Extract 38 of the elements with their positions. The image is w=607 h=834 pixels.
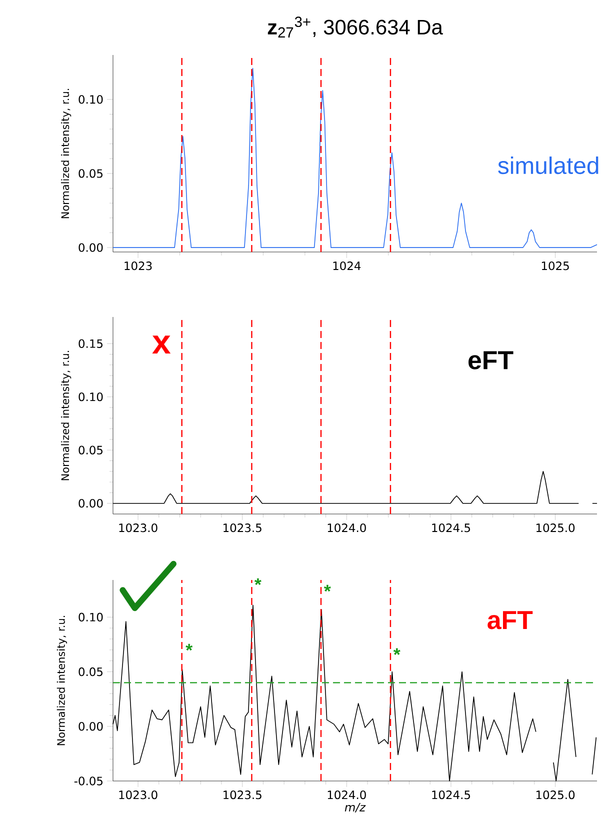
y-tick-label: 0.00	[78, 722, 103, 731]
annotation: *	[254, 578, 262, 586]
y-tick-label: 0.05	[78, 667, 102, 676]
annotation: x	[152, 336, 171, 354]
y-axis-title: Normalized intensity, r.u.	[61, 88, 72, 218]
x-tick-label: 1023.5	[224, 790, 262, 800]
x-tick-label: 1025.0	[536, 524, 575, 532]
x-tick-label: 1023.5	[224, 524, 262, 532]
annotation: eFT	[468, 351, 514, 370]
x-tick-label: 1023.0	[119, 790, 158, 800]
y-tick-label: 0.00	[78, 499, 103, 508]
y-tick-label: 0.10	[78, 392, 103, 402]
y-axis-title: Normalized intensity, r.u.	[61, 350, 72, 480]
chart-title: z$_{27}$$^{3+}$, 3066.634 Da	[268, 16, 443, 38]
x-tick-label: 1025.0	[536, 790, 575, 800]
x-axis-title: m/z	[344, 803, 366, 812]
x-tick-label: 1024.0	[328, 524, 366, 532]
line-series	[112, 68, 598, 248]
x-tick-label: 1024.0	[328, 790, 366, 800]
x-tick-label: 1024	[333, 262, 361, 270]
annotation: aFT	[488, 611, 533, 630]
y-tick-label: -0.05	[74, 776, 102, 786]
y-tick-label: 0.00	[78, 243, 103, 252]
annotation: *	[393, 648, 400, 655]
y-tick-label: 0.05	[78, 169, 102, 178]
y-tick-label: 0.15	[78, 339, 102, 348]
annotation: *	[324, 584, 331, 592]
annotation: simulated	[498, 156, 598, 174]
x-tick-label: 1025	[542, 262, 569, 270]
y-tick-label: 0.05	[78, 446, 102, 454]
x-tick-label: 1024.5	[432, 524, 470, 532]
x-tick-label: 1023.0	[119, 524, 158, 532]
y-tick-label: 0.10	[78, 612, 103, 622]
annotation: *	[186, 644, 193, 651]
y-tick-label: 0.10	[78, 95, 103, 104]
x-tick-label: 1024.5	[432, 790, 470, 800]
y-axis-title: Normalized intensity, r.u.	[56, 616, 67, 746]
x-tick-label: 1023	[124, 262, 152, 270]
